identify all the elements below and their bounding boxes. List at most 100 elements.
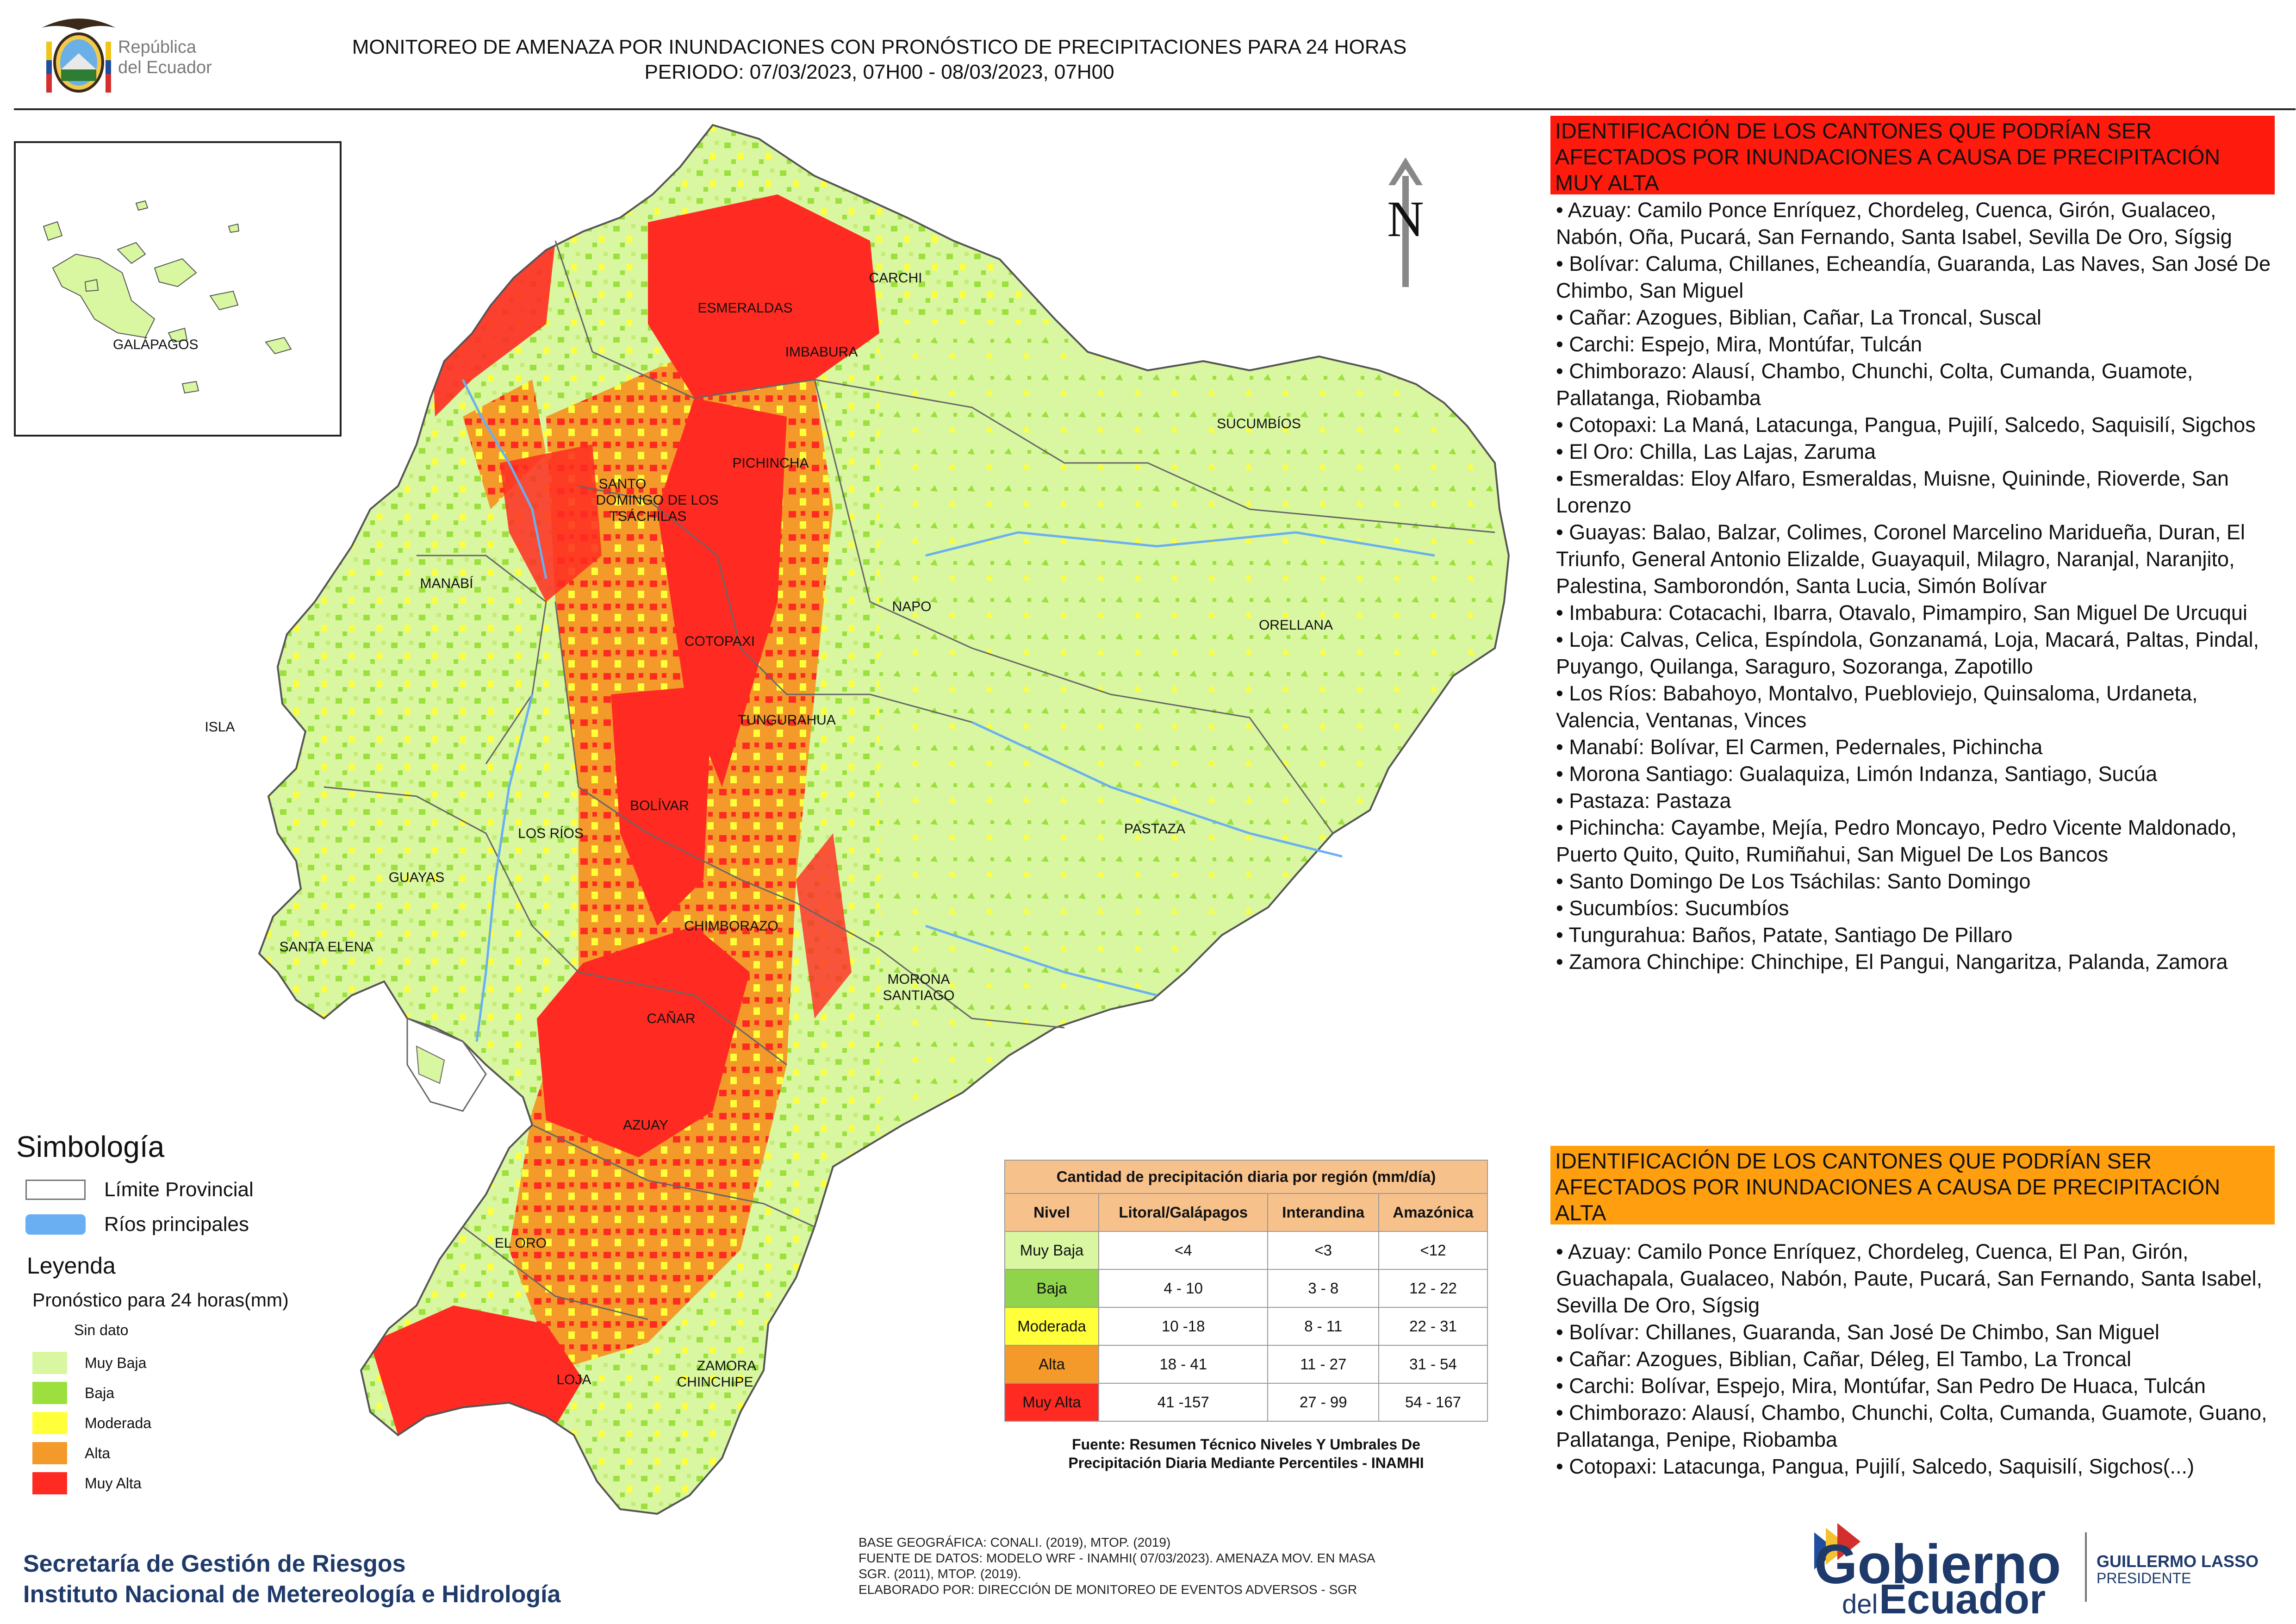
interandina-cell: 27 - 99 [1267, 1383, 1379, 1422]
main-rivers [461, 379, 1435, 1042]
province-label: AZUAY [623, 1118, 668, 1133]
credit-line: ELABORADO POR: DIRECCIÓN DE MONITOREO DE… [859, 1582, 1357, 1597]
class-swatch [32, 1352, 67, 1374]
level-cell: Moderada [1004, 1307, 1099, 1346]
canton-list-item: • Chimborazo: Alausí, Chambo, Chunchi, C… [1556, 1401, 2267, 1451]
republica-line1: República [118, 37, 196, 57]
province-label: ESMERALDAS [697, 300, 792, 316]
canton-list-item: • Cotopaxi: Latacunga, Pangua, Pujilí, S… [1556, 1455, 2195, 1478]
province-labels: CARCHI ESMERALDAS IMBABURA SUCUMBÍOS PIC… [205, 270, 1333, 1390]
province-label: SANTA ELENA [280, 939, 373, 955]
ecuador-precipitation-map: N CARCHI ESMERALDAS IMBABURA SUCUMBÍOS P… [205, 124, 1510, 1515]
canton-list-item: • Chimborazo: Alausí, Chambo, Chunchi, C… [1556, 359, 2193, 410]
canton-list-item: • El Oro: Chilla, Las Lajas, Zaruma [1556, 440, 1876, 463]
litoral-cell: 4 - 10 [1098, 1269, 1269, 1308]
canton-list-item: • Azuay: Camilo Ponce Enríquez, Chordele… [1556, 1240, 2263, 1317]
table-row: Baja 4 - 10 3 - 8 12 - 22 [1004, 1269, 1488, 1308]
interandina-cell: 11 - 27 [1267, 1345, 1379, 1384]
source-line2: Precipitación Diaria Mediante Percentile… [1068, 1455, 1424, 1471]
header-divider [14, 108, 2296, 110]
litoral-cell: 18 - 41 [1098, 1345, 1269, 1384]
inamhi-name: Instituto Nacional de Metereología e Hid… [23, 1581, 561, 1608]
litoral-cell: 41 -157 [1098, 1383, 1269, 1422]
president-name: GUILLERMO LASSO [2097, 1552, 2259, 1571]
canton-list-item: • Bolívar: Chillanes, Guaranda, San José… [1556, 1320, 2159, 1344]
class-label: Muy Baja [85, 1354, 147, 1371]
institutions: Secretaría de Gestión de Riesgos Institu… [23, 1549, 560, 1610]
galapagos-inset: GALÁPAGOS [14, 141, 342, 437]
chevron-red-icon [1837, 1523, 1860, 1560]
amazonica-cell: 22 - 31 [1378, 1307, 1488, 1346]
province-label: GUAYAS [389, 870, 445, 885]
canton-list-item: • Azuay: Camilo Ponce Enríquez, Chordele… [1556, 198, 2232, 249]
map-credits: BASE GEOGRÁFICA: CONALI. (2019), MTOP. (… [859, 1535, 1375, 1598]
legend-class-moderada: Moderada [32, 1412, 151, 1434]
canton-list-item: • Tungurahua: Baños, Patate, Santiago De… [1556, 923, 2013, 947]
province-label: PICHINCHA [732, 456, 809, 471]
del-word: del [1842, 1589, 1878, 1616]
class-swatch [32, 1382, 67, 1404]
alta-cantons-list: • Azuay: Camilo Ponce Enríquez, Chordele… [1556, 1238, 2278, 1480]
legend-class-sin-dato: Sin dato [74, 1322, 128, 1339]
table-caption: Cantidad de precipitación diaria por reg… [1004, 1160, 1488, 1194]
class-label: Alta [85, 1444, 111, 1462]
province-label: TUNGURAHUA [738, 712, 836, 728]
gobierno-del-ecuador-logo: Gobierno del Ecuador GUILLERMO LASSO PRE… [1805, 1514, 2296, 1623]
class-label: Muy Alta [85, 1474, 142, 1492]
canton-list-item: • Cañar: Azogues, Biblian, Cañar, Déleg,… [1556, 1347, 2132, 1371]
province-label: PASTAZA [1124, 821, 1185, 837]
canton-list-item: • Santo Domingo De Los Tsáchilas: Santo … [1556, 869, 2031, 893]
canton-list-item: • Pichincha: Cayambe, Mejía, Pedro Monca… [1556, 816, 2237, 866]
class-label: Moderada [85, 1414, 152, 1431]
table-row: Alta 18 - 41 11 - 27 31 - 54 [1004, 1345, 1488, 1384]
canton-list-item: • Zamora Chinchipe: Chinchipe, El Pangui… [1556, 950, 2228, 974]
province-label: SANTIAGO [883, 988, 954, 1003]
rivers-swatch [25, 1214, 86, 1235]
republica-del-ecuador-text: República del Ecuador [118, 37, 212, 78]
amazonica-cell: <12 [1378, 1231, 1488, 1270]
table-row: Muy Baja <4 <3 <12 [1004, 1231, 1488, 1270]
litoral-cell: <4 [1098, 1231, 1269, 1270]
canton-list-item: • Imbabura: Cotacachi, Ibarra, Otavalo, … [1556, 601, 2247, 625]
sgr-name: Secretaría de Gestión de Riesgos [23, 1550, 406, 1577]
legend-class-muy-alta: Muy Alta [32, 1472, 142, 1494]
legend-simbologia-title: Simbología [16, 1130, 165, 1163]
interandina-cell: <3 [1267, 1231, 1379, 1270]
interandina-cell: 3 - 8 [1267, 1269, 1379, 1308]
province-label: IMBABURA [785, 344, 858, 360]
amazonica-cell: 12 - 22 [1378, 1269, 1488, 1308]
province-label: SANTO [599, 476, 647, 492]
map-title: MONITOREO DE AMENAZA POR INUNDACIONES CO… [324, 35, 1435, 85]
president-title: PRESIDENTE [2097, 1570, 2191, 1587]
legend-provincial-limit: Límite Provincial [25, 1178, 254, 1201]
province-boundaries [324, 240, 1495, 1320]
province-label: NAPO [892, 599, 931, 614]
canton-list-item: • Carchi: Espejo, Mira, Montúfar, Tulcán [1556, 332, 1923, 356]
canton-list-item: • Bolívar: Caluma, Chillanes, Echeandía,… [1556, 252, 2271, 302]
legend-forecast-label: Pronóstico para 24 horas(mm) [32, 1289, 289, 1311]
canton-list-item: • Manabí: Bolívar, El Carmen, Pedernales… [1556, 735, 2043, 759]
interandina-cell: 8 - 11 [1267, 1307, 1379, 1346]
level-cell: Muy Alta [1004, 1383, 1099, 1422]
province-label: CHIMBORAZO [684, 918, 778, 934]
class-label: Sin dato [74, 1322, 129, 1338]
ecuador-word: Ecuador [1879, 1576, 2046, 1616]
north-label: N [1387, 191, 1424, 247]
amazonica-cell: 31 - 54 [1378, 1345, 1488, 1384]
puna-island [416, 1045, 445, 1084]
canton-list-item: • Esmeraldas: Eloy Alfaro, Esmeraldas, M… [1556, 467, 2229, 517]
title-period: PERIODO: 07/03/2023, 07H00 - 08/03/2023,… [644, 61, 1114, 83]
muy-alta-cantons-heading: IDENTIFICACIÓN DE LOS CANTONES QUE PODRÍ… [1550, 116, 2275, 195]
canton-list-item: • Morona Santiago: Gualaquiza, Limón Ind… [1556, 762, 2158, 786]
table-header: Nivel [1004, 1193, 1099, 1232]
canton-list-item: • Cotopaxi: La Maná, Latacunga, Pangua, … [1556, 413, 2256, 437]
table-header: Litoral/Galápagos [1098, 1193, 1269, 1232]
province-label: LOJA [556, 1372, 591, 1387]
canton-list-item: • Guayas: Balao, Balzar, Colimes, Corone… [1556, 520, 2245, 598]
litoral-cell: 10 -18 [1098, 1307, 1269, 1346]
class-swatch [32, 1472, 67, 1494]
canton-list-item: • Cañar: Azogues, Biblian, Cañar, La Tro… [1556, 306, 2041, 329]
province-label: BOLÍVAR [630, 798, 689, 813]
class-swatch [32, 1442, 67, 1464]
province-label: CARCHI [869, 270, 922, 286]
